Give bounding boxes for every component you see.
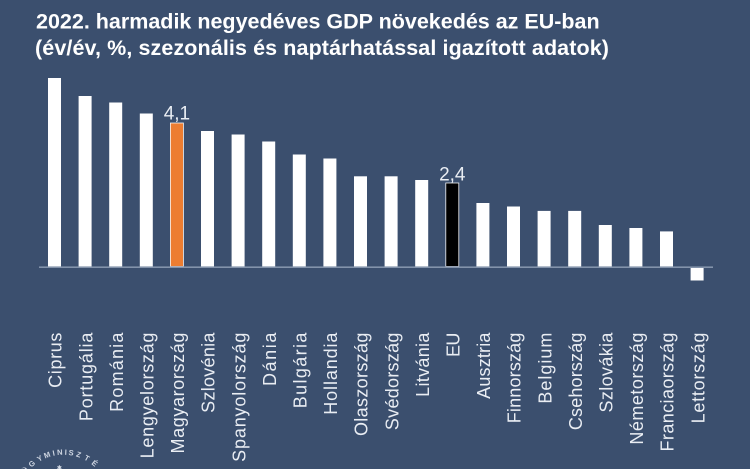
svg-text:Lengyelország: Lengyelország (138, 332, 158, 458)
svg-text:Z: Z (75, 450, 83, 460)
svg-text:Belgium: Belgium (535, 332, 555, 404)
svg-text:G: G (27, 458, 37, 469)
svg-text:Svédország: Svédország (382, 332, 402, 430)
svg-text:T: T (83, 453, 92, 463)
svg-text:EU: EU (444, 333, 464, 357)
svg-text:Csehország: Csehország (566, 332, 586, 430)
svg-text:Németország: Németország (627, 332, 647, 445)
svg-text:Finnország: Finnország (505, 332, 525, 423)
svg-text:Litvánia: Litvánia (413, 332, 433, 397)
svg-text:4,1: 4,1 (164, 104, 190, 125)
svg-text:É: É (90, 458, 100, 468)
svg-text:Szlovákia: Szlovákia (597, 332, 617, 413)
svg-text:Ausztria: Ausztria (474, 332, 494, 399)
svg-text:N: N (57, 448, 63, 457)
svg-text:I: I (52, 449, 56, 458)
svg-text:(év/év, %, szezonális és naptá: (év/év, %, szezonális és naptárhatással … (35, 36, 609, 60)
svg-text:Y: Y (35, 453, 44, 463)
svg-text:Ciprus: Ciprus (46, 332, 66, 388)
svg-text:2022. harmadik negyedéves GDP: 2022. harmadik negyedéves GDP növekedés … (36, 10, 600, 34)
svg-text:Franciaország: Franciaország (658, 332, 678, 451)
svg-text:Portugália: Portugália (76, 332, 96, 422)
svg-text:2,4: 2,4 (439, 165, 466, 186)
svg-text:Spanyolország: Spanyolország (229, 332, 249, 462)
svg-text:I: I (65, 448, 68, 457)
svg-text:Olaszország: Olaszország (352, 332, 372, 436)
svg-text:Lettország: Lettország (688, 332, 708, 423)
svg-text:Bulgária: Bulgária (291, 331, 311, 408)
svg-text:Szlovénia: Szlovénia (199, 332, 219, 413)
svg-text:Hollandia: Hollandia (321, 332, 341, 415)
svg-text:Magyarország: Magyarország (168, 332, 188, 454)
svg-text:M: M (43, 450, 52, 461)
svg-text:S: S (68, 448, 74, 458)
svg-text:Románia: Románia (107, 331, 127, 411)
svg-text:Dánia: Dánia (260, 331, 280, 386)
